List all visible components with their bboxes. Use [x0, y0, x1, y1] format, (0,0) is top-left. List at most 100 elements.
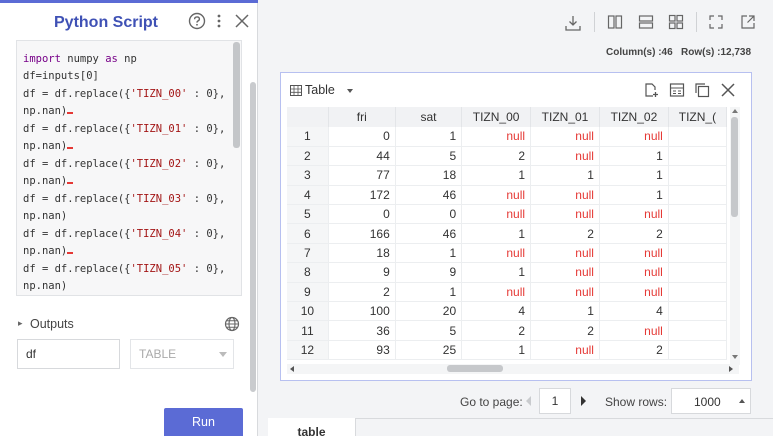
table-cell[interactable]: 77 [328, 165, 396, 186]
table-cell[interactable]: 1 [530, 165, 600, 186]
column-header[interactable]: TIZN_01 [530, 107, 600, 127]
table-cell[interactable]: 1 [395, 243, 463, 264]
scroll-left-icon[interactable] [290, 366, 294, 372]
column-header[interactable]: TIZN_( [668, 107, 727, 127]
table-cell[interactable] [668, 301, 727, 322]
table-cell[interactable]: null [461, 185, 532, 206]
table-row[interactable]: 10 100 20 4 1 4 [287, 301, 727, 322]
run-button[interactable]: Run [164, 408, 243, 436]
scroll-right-icon[interactable] [729, 366, 733, 372]
close-icon[interactable] [234, 13, 250, 29]
table-row[interactable]: 1 0 1 null null null [287, 127, 727, 147]
table-cell[interactable]: 2 [328, 282, 396, 303]
table-cell[interactable]: 1 [461, 340, 532, 361]
table-cell[interactable]: 20 [395, 301, 463, 322]
rows-per-page-select[interactable]: 1000 [671, 388, 751, 414]
page-number-input[interactable]: 1 [539, 388, 571, 414]
table-row[interactable]: 7 18 1 null null null [287, 243, 727, 264]
table-row[interactable]: 6 166 46 1 2 2 [287, 223, 727, 244]
table-cell[interactable]: null [530, 262, 600, 283]
column-header[interactable]: TIZN_02 [599, 107, 669, 127]
next-page-icon[interactable] [581, 396, 586, 406]
table-cell[interactable] [668, 262, 727, 283]
table-row[interactable]: 8 9 9 1 null null [287, 262, 727, 283]
table-cell[interactable]: 0 [395, 204, 463, 225]
table-row[interactable]: 12 93 25 1 null 2 [287, 340, 727, 361]
table-cell[interactable]: 93 [328, 340, 396, 361]
table-cell[interactable] [668, 185, 727, 206]
table-cell[interactable]: 166 [328, 223, 396, 244]
table-cell[interactable] [668, 320, 727, 341]
table-cell[interactable]: 2 [599, 340, 669, 361]
table-cell[interactable]: 44 [328, 146, 396, 167]
rows-layout-icon[interactable] [638, 14, 654, 30]
table-cell[interactable]: 4 [461, 301, 532, 322]
table-cell[interactable]: 4 [599, 301, 669, 322]
table-cell[interactable]: 2 [461, 146, 532, 167]
table-row[interactable]: 11 36 5 2 2 null [287, 320, 727, 341]
table-cell[interactable]: 46 [395, 223, 463, 244]
column-header[interactable]: fri [328, 107, 396, 127]
table-cell[interactable]: null [599, 320, 669, 341]
help-icon[interactable] [188, 12, 206, 30]
table-cell[interactable]: 5 [395, 320, 463, 341]
globe-icon[interactable] [224, 316, 240, 332]
table-row[interactable]: 2 44 5 2 null 1 [287, 146, 727, 167]
table-cell[interactable]: 0 [328, 127, 396, 147]
close-icon[interactable] [721, 83, 735, 97]
table-cell[interactable]: 1 [599, 165, 669, 186]
table-cell[interactable]: 2 [530, 223, 600, 244]
table-cell[interactable]: 1 [395, 282, 463, 303]
table-cell[interactable]: 25 [395, 340, 463, 361]
table-row[interactable]: 5 0 0 null null null [287, 204, 727, 225]
table-cell[interactable]: 2 [599, 223, 669, 244]
columns-layout-icon[interactable] [607, 14, 623, 30]
output-type-select[interactable]: TABLE [130, 339, 234, 369]
prev-page-icon[interactable] [526, 396, 531, 406]
table-cell[interactable]: null [599, 262, 669, 283]
table-cell[interactable]: null [599, 243, 669, 264]
table-cell[interactable]: 36 [328, 320, 396, 341]
table-cell[interactable]: 5 [395, 146, 463, 167]
horizontal-scrollbar-thumb[interactable] [447, 365, 503, 372]
more-options-icon[interactable] [214, 12, 224, 30]
table-cell[interactable]: null [530, 146, 600, 167]
table-cell[interactable] [668, 165, 727, 186]
table-cell[interactable]: 0 [328, 204, 396, 225]
table-cell[interactable]: 1 [461, 223, 532, 244]
table-cell[interactable] [668, 340, 727, 361]
table-cell[interactable]: 1 [461, 165, 532, 186]
vertical-scrollbar-thumb[interactable] [731, 117, 738, 217]
table-cell[interactable] [668, 127, 727, 147]
code-editor[interactable]: import numpy as np df=inputs[0] df = df.re… [16, 40, 242, 296]
data-grid[interactable]: fri sat TIZN_00 TIZN_01 TIZN_02 TIZN_( 1 0 1 nul… [287, 107, 727, 365]
table-cell[interactable]: null [530, 340, 600, 361]
table-cell[interactable]: null [530, 204, 600, 225]
table-cell[interactable]: 100 [328, 301, 396, 322]
table-cell[interactable] [668, 223, 727, 244]
caret-down-icon[interactable] [347, 89, 353, 93]
table-cell[interactable]: 1 [461, 262, 532, 283]
expand-icon[interactable] [708, 14, 724, 30]
table-cell[interactable]: 46 [395, 185, 463, 206]
table-row[interactable]: 9 2 1 null null null [287, 282, 727, 303]
table-cell[interactable]: null [530, 282, 600, 303]
grid-layout-icon[interactable] [668, 14, 684, 30]
outputs-section-header[interactable]: ▸ Outputs [18, 315, 240, 335]
table-cell[interactable]: null [530, 243, 600, 264]
table-cell[interactable]: 1 [599, 146, 669, 167]
table-cell[interactable]: 2 [530, 320, 600, 341]
table-row[interactable]: 4 172 46 null null 1 [287, 185, 727, 206]
view-type-label[interactable]: Table [305, 83, 335, 97]
table-cell[interactable]: 1 [599, 185, 669, 206]
table-cell[interactable]: null [599, 282, 669, 303]
horizontal-scrollbar-track[interactable] [287, 364, 739, 374]
table-cell[interactable]: null [461, 282, 532, 303]
table-cell[interactable]: null [530, 127, 600, 147]
column-header[interactable]: TIZN_00 [461, 107, 532, 127]
table-cell[interactable]: 2 [461, 320, 532, 341]
scroll-up-icon[interactable] [732, 109, 738, 113]
vertical-scrollbar-track[interactable] [730, 107, 740, 365]
table-cell[interactable]: 18 [395, 165, 463, 186]
table-cell[interactable]: 18 [328, 243, 396, 264]
